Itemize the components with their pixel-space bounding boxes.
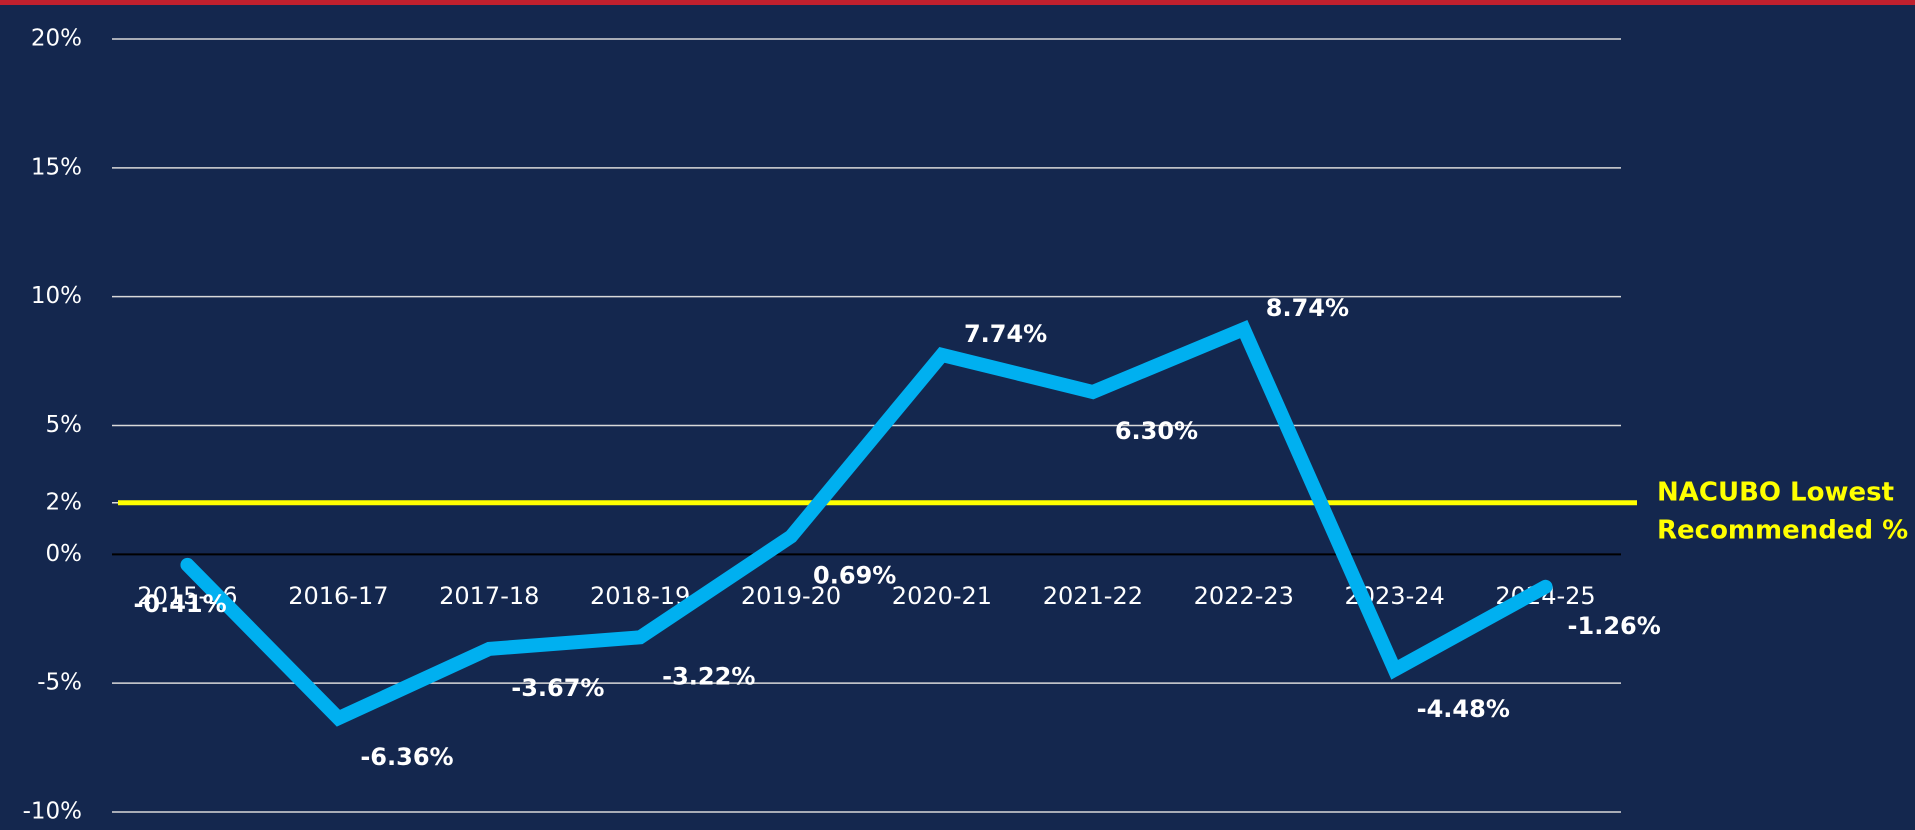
x-tick-label: 2021-22 — [1043, 582, 1143, 610]
reference-label: Recommended % — [1657, 515, 1908, 545]
data-label: -1.26% — [1568, 612, 1661, 640]
data-label: 7.74% — [964, 320, 1047, 348]
y-tick-label: -10% — [23, 799, 82, 825]
data-label: -3.67% — [511, 674, 604, 702]
x-tick-label: 2018-19 — [590, 582, 690, 610]
x-tick-label: 2022-23 — [1194, 582, 1294, 610]
y-tick-label: 20% — [31, 26, 82, 52]
x-tick-label: 2020-21 — [892, 582, 992, 610]
data-label: -4.48% — [1417, 695, 1510, 723]
x-tick-label: 2017-18 — [439, 582, 539, 610]
data-label: -6.36% — [360, 743, 453, 771]
data-label: -3.22% — [662, 662, 755, 690]
data-label: 8.74% — [1266, 294, 1349, 322]
x-tick-label: 2019-20 — [741, 582, 841, 610]
data-label: 0.69% — [813, 562, 896, 590]
data-label: -0.41% — [133, 590, 226, 618]
x-tick-label: 2016-17 — [288, 582, 388, 610]
top-stripe — [0, 0, 1915, 5]
reference-label: NACUBO Lowest — [1657, 477, 1894, 507]
data-line — [180, 320, 1553, 727]
y-tick-label: 5% — [46, 412, 83, 438]
y-tick-label: 2% — [46, 489, 83, 515]
y-tick-label: 10% — [31, 283, 82, 309]
y-tick-label: 0% — [46, 541, 83, 567]
data-label: 6.30% — [1115, 417, 1198, 445]
y-tick-label: 15% — [31, 154, 82, 180]
y-tick-label: -5% — [37, 670, 82, 696]
